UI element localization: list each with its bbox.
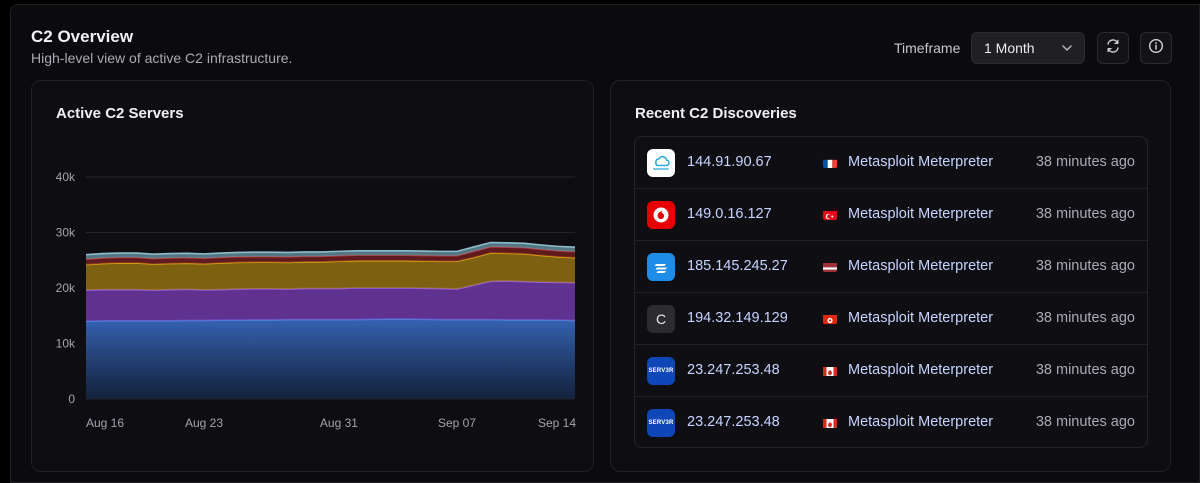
y-tick-label: 40k [56, 170, 76, 184]
page-title: C2 Overview [31, 27, 134, 46]
discoveries-list: 144.91.90.67 Metasploit Meterpreter 38 min… [634, 136, 1148, 448]
server-logo-icon: SERV3R [647, 357, 675, 385]
letter-c-logo-icon: C [647, 305, 675, 333]
ip-address-link[interactable]: 149.0.16.127 [687, 206, 772, 222]
area-series-4[interactable] [86, 246, 575, 265]
y-tick-label: 30k [56, 226, 76, 240]
ip-address-link[interactable]: 194.32.149.129 [687, 310, 788, 326]
discovery-time: 38 minutes ago [1035, 206, 1135, 222]
hong-kong-flag-icon [823, 313, 837, 324]
vodafone-logo-icon [647, 201, 675, 229]
discovery-time: 38 minutes ago [1035, 414, 1135, 430]
discovery-time: 38 minutes ago [1035, 310, 1135, 326]
discovery-time: 38 minutes ago [1035, 362, 1135, 378]
canada-flag-icon [823, 365, 837, 376]
ip-address-link[interactable]: 23.247.253.48 [687, 414, 780, 430]
y-tick-label: 0 [68, 392, 75, 406]
x-tick-label: Aug 31 [320, 416, 358, 430]
latvia-flag-icon [823, 261, 837, 272]
recent-c2-discoveries-card: Recent C2 Discoveries 144.91.90.67 Metasp… [610, 80, 1171, 472]
malware-family-link[interactable]: Metasploit Meterpreter [848, 154, 994, 170]
timeframe-label: Timeframe [894, 40, 961, 56]
x-tick-label: Aug 23 [185, 416, 223, 430]
discovery-row[interactable]: 149.0.16.127 Metasploit Meterpreter 38 min… [635, 189, 1147, 241]
chevron-down-icon [1060, 33, 1074, 63]
refresh-button[interactable] [1097, 32, 1129, 64]
contabo-logo-icon [647, 149, 675, 177]
discovery-row[interactable]: 185.145.245.27 Metasploit Meterpreter 38 m… [635, 241, 1147, 293]
area-series-3[interactable] [86, 253, 575, 291]
ip-address-link[interactable]: 144.91.90.67 [687, 154, 772, 170]
server-logo-icon: SERV3R [647, 409, 675, 437]
discovery-row[interactable]: 144.91.90.67 Metasploit Meterpreter 38 min… [635, 137, 1147, 189]
france-flag-icon [823, 157, 837, 168]
refresh-icon [1105, 38, 1121, 59]
area-series-1[interactable] [86, 319, 575, 399]
malware-family-link[interactable]: Metasploit Meterpreter [848, 206, 994, 222]
x-tick-label: Sep 14 [538, 416, 576, 430]
discovery-row[interactable]: C 194.32.149.129 Metasploit Meterpreter 38 … [635, 293, 1147, 345]
discovery-time: 38 minutes ago [1035, 258, 1135, 274]
timeframe-select[interactable]: 1 Month [971, 32, 1085, 64]
hosting-logo-icon [647, 253, 675, 281]
y-tick-label: 10k [56, 337, 76, 351]
area-series-line-5 [85, 241, 576, 256]
page-subtitle: High-level view of active C2 infrastruct… [31, 50, 293, 66]
malware-family-link[interactable]: Metasploit Meterpreter [848, 362, 994, 378]
y-tick-label: 20k [56, 281, 76, 295]
timeframe-value: 1 Month [984, 40, 1035, 56]
discovery-row[interactable]: SERV3R 23.247.253.48 Metasploit Meterprete… [635, 345, 1147, 397]
x-tick-label: Aug 16 [86, 416, 124, 430]
info-button[interactable] [1140, 32, 1172, 64]
active-c2-servers-card: Active C2 Servers 0 10k 20k 30k 40k Aug 16 Au… [31, 80, 594, 472]
ip-address-link[interactable]: 185.145.245.27 [687, 258, 788, 274]
canada-flag-icon [823, 417, 837, 428]
c2-overview-panel: C2 Overview High-level view of active C2… [10, 4, 1200, 483]
active-c2-servers-chart: 0 10k 20k 30k 40k Aug 16 Aug 23 Aug 31 Sep 07 Se… [56, 170, 577, 430]
x-tick-label: Sep 07 [438, 416, 476, 430]
turkey-flag-icon [823, 209, 837, 220]
discoveries-title: Recent C2 Discoveries [635, 105, 797, 122]
discovery-row[interactable]: SERV3R 23.247.253.48 Metasploit Meterprete… [635, 397, 1147, 447]
malware-family-link[interactable]: Metasploit Meterpreter [848, 310, 994, 326]
chart-title: Active C2 Servers [56, 105, 184, 122]
area-series-2[interactable] [86, 281, 575, 322]
malware-family-link[interactable]: Metasploit Meterpreter [848, 258, 994, 274]
discovery-time: 38 minutes ago [1035, 154, 1135, 170]
malware-family-link[interactable]: Metasploit Meterpreter [848, 414, 994, 430]
info-icon [1148, 38, 1164, 59]
ip-address-link[interactable]: 23.247.253.48 [687, 362, 780, 378]
area-series-5[interactable] [86, 242, 575, 260]
